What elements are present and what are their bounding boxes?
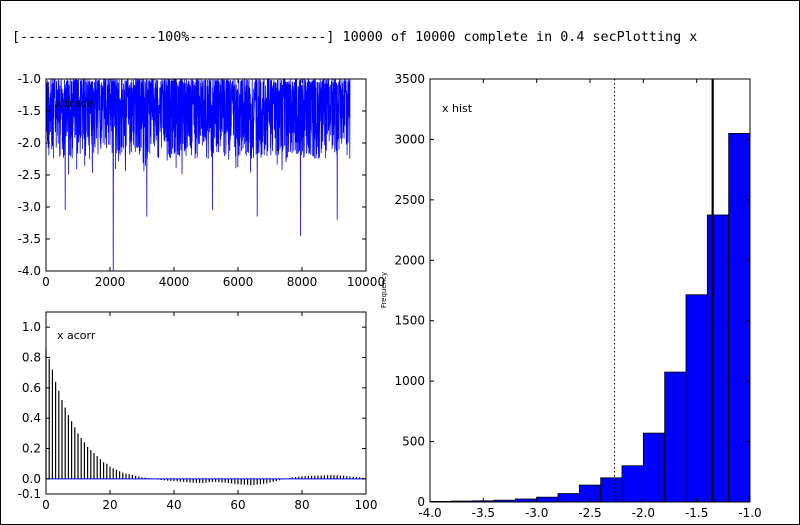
acorr-xtick-label: 0 (42, 498, 50, 512)
hist-ytick-label: 3500 (394, 72, 425, 86)
acorr-ytick-label: 0.8 (22, 351, 41, 365)
trace-ytick-label: -3.0 (18, 200, 41, 214)
hist-xtick-label: -2.0 (632, 506, 655, 520)
acorr-annotation: x acorr (57, 329, 96, 342)
acorr-xtick-label: 20 (102, 498, 117, 512)
hist-bar (664, 371, 687, 503)
hist-xtick-label: -3.5 (472, 506, 495, 520)
hist-ylabel: Frequency (380, 272, 388, 308)
hist-bar (557, 493, 580, 503)
acorr-ytick-label: 0.6 (22, 381, 41, 395)
acorr-xtick-label: 80 (294, 498, 309, 512)
trace-xtick-label: 8000 (287, 275, 318, 289)
trace-panel: -1.0 -1.5 -2.0 -2.5 -3.0 -3.5 -4.00 2000 4000 600… (18, 72, 386, 289)
trace-line (45, 78, 351, 272)
trace-xtick-label: 4000 (159, 275, 190, 289)
hist-bar (706, 214, 730, 503)
hist-xtick-label: -1.0 (738, 506, 761, 520)
acorr-ytick-label: 0.4 (22, 411, 41, 425)
trace-ytick-label: -2.5 (18, 168, 41, 182)
trace-xtick-label: 2000 (95, 275, 126, 289)
hist-annotation: x hist (442, 102, 473, 115)
hist-ytick-label: 3000 (394, 132, 425, 146)
acorr-axes-frame (45, 311, 367, 495)
acorr-xtick-label: 60 (230, 498, 245, 512)
hist-ytick-label: 1000 (394, 374, 425, 388)
hist-xtick-label: -4.0 (418, 506, 441, 520)
trace-ytick-label: -1.0 (18, 72, 41, 86)
hist-panel: 3500 3000 2500 2000 1500 1000 500 0-4.0 -3.5 -3.0… (380, 72, 762, 520)
trace-ytick-label: -3.5 (18, 232, 41, 246)
hist-bar (685, 294, 708, 503)
acorr-ytick-label: 0.0 (22, 472, 41, 486)
hist-ytick-label: 500 (402, 435, 425, 449)
acorr-xtick-label: 40 (166, 498, 181, 512)
hist-xtick-label: -2.5 (578, 506, 601, 520)
hist-bar (600, 477, 623, 503)
acorr-ytick-label: 1.0 (22, 320, 41, 334)
trace-annotation: x trace (55, 97, 94, 110)
trace-ytick-label: -1.5 (18, 104, 41, 118)
acorr-panel: 1.0 0.8 0.6 0.4 0.2 0.0-0.10 20 40 60 80 100 x acor… (18, 311, 378, 512)
hist-bar (621, 465, 644, 503)
hist-xtick-label: -1.5 (685, 506, 708, 520)
hist-bar (536, 496, 559, 503)
trace-xtick-label: 6000 (223, 275, 254, 289)
acorr-xtick-label: 100 (355, 498, 378, 512)
hist-xtick-label: -3.0 (525, 506, 548, 520)
acorr-ytick-label: -0.1 (18, 487, 41, 501)
trace-ytick-label: -4.0 (18, 264, 41, 278)
trace-xtick-label: 0 (42, 275, 50, 289)
hist-bar (728, 132, 751, 503)
hist-ytick-label: 1500 (394, 314, 425, 328)
acorr-ytick-label: 0.2 (22, 442, 41, 456)
hist-ytick-label: 2000 (394, 253, 425, 267)
trace-xtick-label: 10000 (347, 275, 385, 289)
console-progress-text: [-----------------100%-----------------]… (12, 30, 698, 45)
trace-ytick-label: -2.0 (18, 136, 41, 150)
hist-ytick-label: 0 (417, 495, 425, 509)
hist-ytick-label: 2500 (394, 193, 425, 207)
hist-bar (642, 432, 666, 503)
